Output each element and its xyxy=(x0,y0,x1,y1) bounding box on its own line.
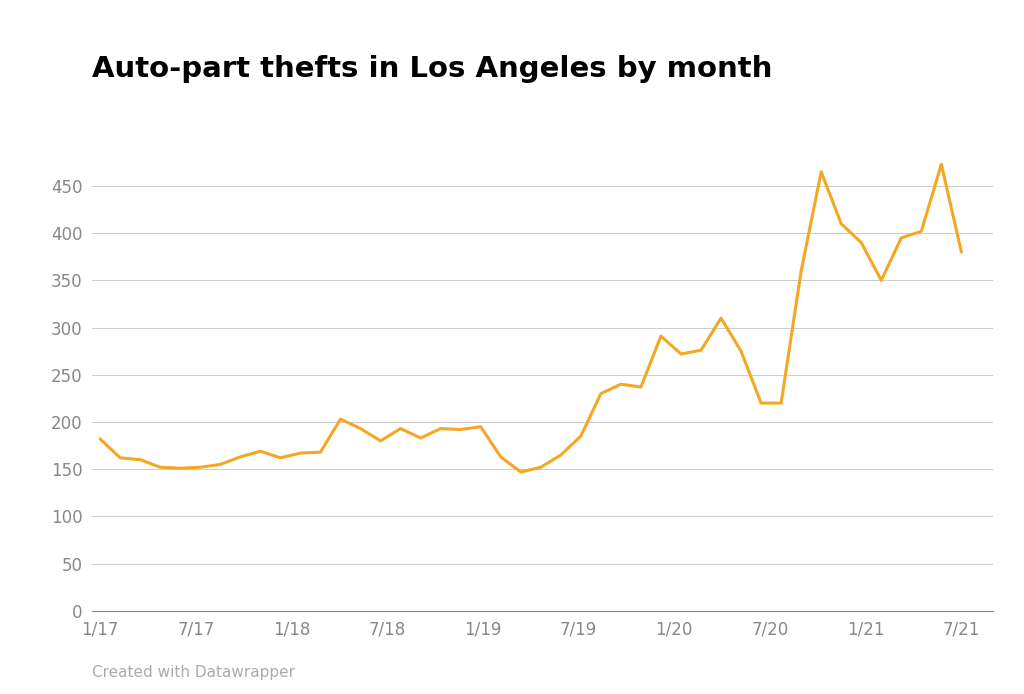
Text: Auto-part thefts in Los Angeles by month: Auto-part thefts in Los Angeles by month xyxy=(92,56,772,83)
Text: Created with Datawrapper: Created with Datawrapper xyxy=(92,665,295,680)
